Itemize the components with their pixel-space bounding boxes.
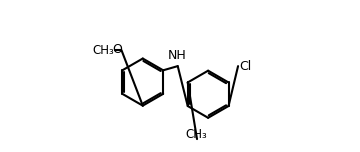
Text: NH: NH [168, 48, 186, 62]
Text: CH₃: CH₃ [185, 128, 207, 141]
Text: O: O [112, 43, 122, 56]
Text: CH₃: CH₃ [93, 44, 114, 57]
Text: Cl: Cl [239, 60, 252, 73]
